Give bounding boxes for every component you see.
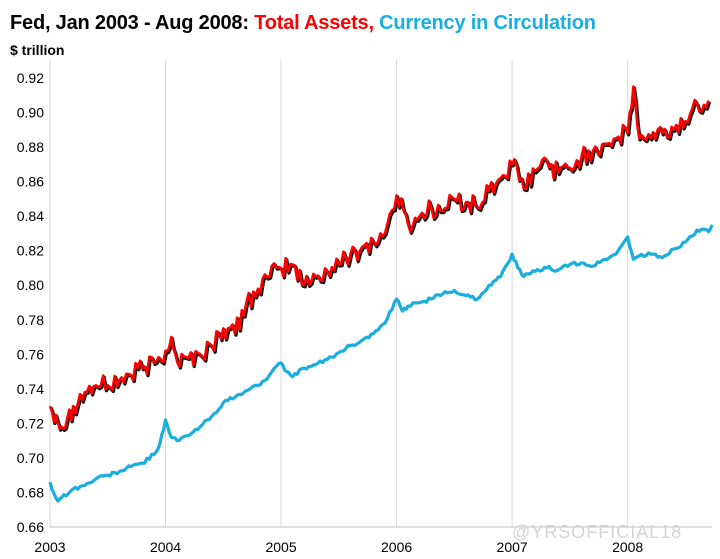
- chart-title-total-assets: Total Assets,: [254, 12, 374, 34]
- x-tick-label-2007: 2007: [497, 539, 528, 555]
- y-tick-label-0.86: 0.86: [17, 174, 44, 190]
- y-tick-label-0.80: 0.80: [17, 277, 44, 293]
- watermark-text: @YRSOFFICIAL18: [512, 522, 683, 542]
- y-tick-label-0.66: 0.66: [17, 519, 44, 535]
- y-tick-label-0.90: 0.90: [17, 105, 44, 121]
- y-tick-label-0.92: 0.92: [17, 70, 44, 86]
- x-tick-label-2003: 2003: [34, 539, 65, 555]
- chart-title-prefix: Fed, Jan 2003 - Aug 2008:: [10, 12, 255, 34]
- y-tick-label-0.88: 0.88: [17, 139, 44, 155]
- x-tick-label-2004: 2004: [150, 539, 181, 555]
- chart-title: Fed, Jan 2003 - Aug 2008: Total Assets, …: [10, 12, 596, 35]
- x-tick-label-2006: 2006: [381, 539, 412, 555]
- series-line-total-assets-shadow: [49, 86, 712, 432]
- y-tick-label-0.72: 0.72: [17, 415, 44, 431]
- series-line-total-assets: [48, 85, 710, 431]
- x-tick-label-2008: 2008: [612, 539, 643, 555]
- y-tick-label-0.76: 0.76: [17, 346, 44, 362]
- y-tick-label-0.82: 0.82: [17, 243, 44, 259]
- series-line-currency-in-circulation: [48, 224, 714, 503]
- y-tick-label-0.74: 0.74: [17, 381, 44, 397]
- x-tick-label-2005: 2005: [265, 539, 296, 555]
- y-tick-label-0.84: 0.84: [17, 208, 44, 224]
- y-tick-label-0.70: 0.70: [17, 450, 44, 466]
- y-tick-label-0.78: 0.78: [17, 312, 44, 328]
- y-axis-unit-label: $ trillion: [10, 42, 65, 58]
- chart-title-currency: Currency in Circulation: [373, 12, 596, 34]
- y-tick-label-0.68: 0.68: [17, 484, 44, 500]
